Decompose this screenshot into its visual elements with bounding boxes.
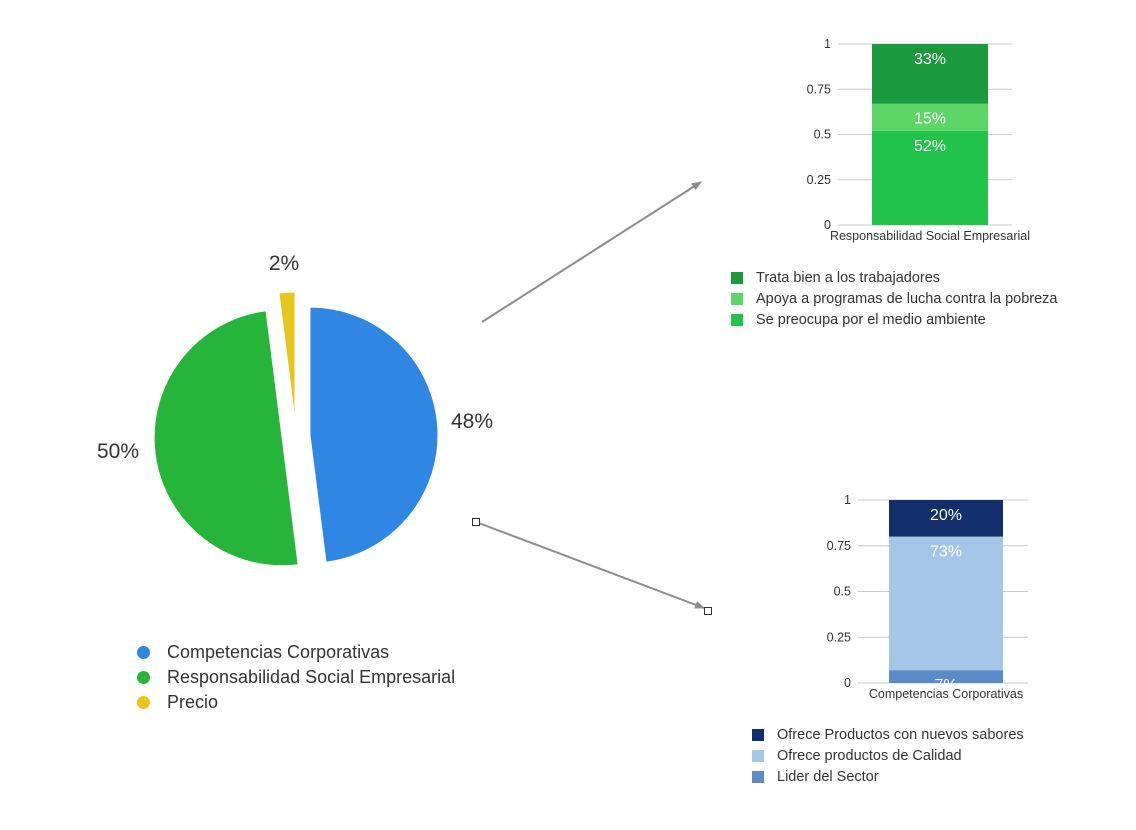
cc-legend-label: Ofrece Productos con nuevos sabores <box>777 726 1024 743</box>
connector-arrows <box>472 181 712 615</box>
bar-segment <box>889 536 1003 671</box>
pie-legend-label: Precio <box>167 692 219 712</box>
bar-data-label: 73% <box>930 544 962 561</box>
pie-chart: 48% 50% 2% <box>97 252 493 567</box>
rse-legend-label: Se preocupa por el medio ambiente <box>756 311 986 328</box>
y-tick-label: 1 <box>824 37 831 51</box>
y-tick-label: 0.5 <box>834 585 851 599</box>
cc-legend-label: Ofrece productos de Calidad <box>777 747 962 764</box>
x-axis-label: Responsabilidad Social Empresarial <box>830 229 1030 243</box>
bar-chart-responsabilidad-social: 0 0.25 0.5 0.75 1 52% 15% 33% Responsabilidad So… <box>807 37 1030 243</box>
pie-legend: Competencias Corporativas Responsabilida… <box>137 640 455 715</box>
bar-data-label: 20% <box>930 507 962 524</box>
bar-chart-competencias-corporativas: 0 0.25 0.5 0.75 1 7% 73% 20% Competencias Corpor… <box>827 493 1028 701</box>
legend-swatch <box>731 271 743 284</box>
pie-legend-item: Responsabilidad Social Empresarial <box>137 665 455 690</box>
y-tick-label: 0.25 <box>807 173 831 187</box>
y-tick-label: 1 <box>844 493 851 507</box>
arrow-to-cc-chart <box>475 521 705 609</box>
pie-slice <box>278 291 296 421</box>
x-axis-label: Competencias Corporativas <box>869 687 1023 701</box>
rse-legend-label: Trata bien a los trabajadores <box>756 269 941 286</box>
arrow-end-handle[interactable] <box>704 607 712 615</box>
bar-segment <box>872 103 988 131</box>
cc-legend-item: Ofrece Productos con nuevos sabores <box>752 724 1024 745</box>
rse-legend-item: Apoya a programas de lucha contra la pob… <box>731 288 1057 309</box>
legend-swatch <box>137 671 150 684</box>
bar-data-label: 7% <box>934 677 957 694</box>
cc-legend: Ofrece Productos con nuevos sabores Ofre… <box>752 724 1024 787</box>
pie-data-label: 50% <box>97 440 139 463</box>
bar-segment <box>889 500 1003 537</box>
bar-segment <box>889 670 1003 683</box>
rse-legend-item: Se preocupa por el medio ambiente <box>731 309 1057 330</box>
pie-legend-item: Precio <box>137 690 455 715</box>
pie-data-label: 2% <box>269 252 299 275</box>
arrow-start-handle[interactable] <box>472 518 480 526</box>
pie-legend-label: Competencias Corporativas <box>167 642 390 662</box>
y-tick-label: 0.75 <box>807 82 831 96</box>
legend-swatch <box>752 770 764 783</box>
bar-data-label: 33% <box>914 51 946 68</box>
y-tick-label: 0 <box>844 676 851 690</box>
y-tick-label: 0.25 <box>827 630 851 644</box>
y-tick-label: 0.5 <box>814 128 831 142</box>
pie-legend-item: Competencias Corporativas <box>137 640 455 665</box>
legend-swatch <box>137 696 150 709</box>
pie-slice <box>309 306 439 563</box>
cc-legend-item: Lider del Sector <box>752 766 1024 787</box>
legend-swatch <box>731 292 743 305</box>
cc-legend-item: Ofrece productos de Calidad <box>752 745 1024 766</box>
legend-swatch <box>752 728 764 741</box>
y-tick-label: 0 <box>824 218 831 232</box>
arrow-to-rse-chart <box>481 181 702 323</box>
bar-segment <box>872 44 988 104</box>
bar-segment <box>872 130 988 225</box>
cc-legend-label: Lider del Sector <box>777 768 879 785</box>
pie-slice <box>153 310 299 567</box>
legend-swatch <box>752 749 764 762</box>
legend-swatch <box>731 313 743 326</box>
y-tick-label: 0.75 <box>827 539 851 553</box>
rse-legend: Trata bien a los trabajadores Apoya a pr… <box>731 267 1057 330</box>
pie-data-label: 48% <box>451 410 493 433</box>
bar-data-label: 15% <box>914 111 946 128</box>
legend-swatch <box>137 646 150 659</box>
rse-legend-label: Apoya a programas de lucha contra la pob… <box>756 290 1058 307</box>
bar-data-label: 52% <box>914 138 946 155</box>
rse-legend-item: Trata bien a los trabajadores <box>731 267 1057 288</box>
pie-legend-label: Responsabilidad Social Empresarial <box>167 667 456 687</box>
